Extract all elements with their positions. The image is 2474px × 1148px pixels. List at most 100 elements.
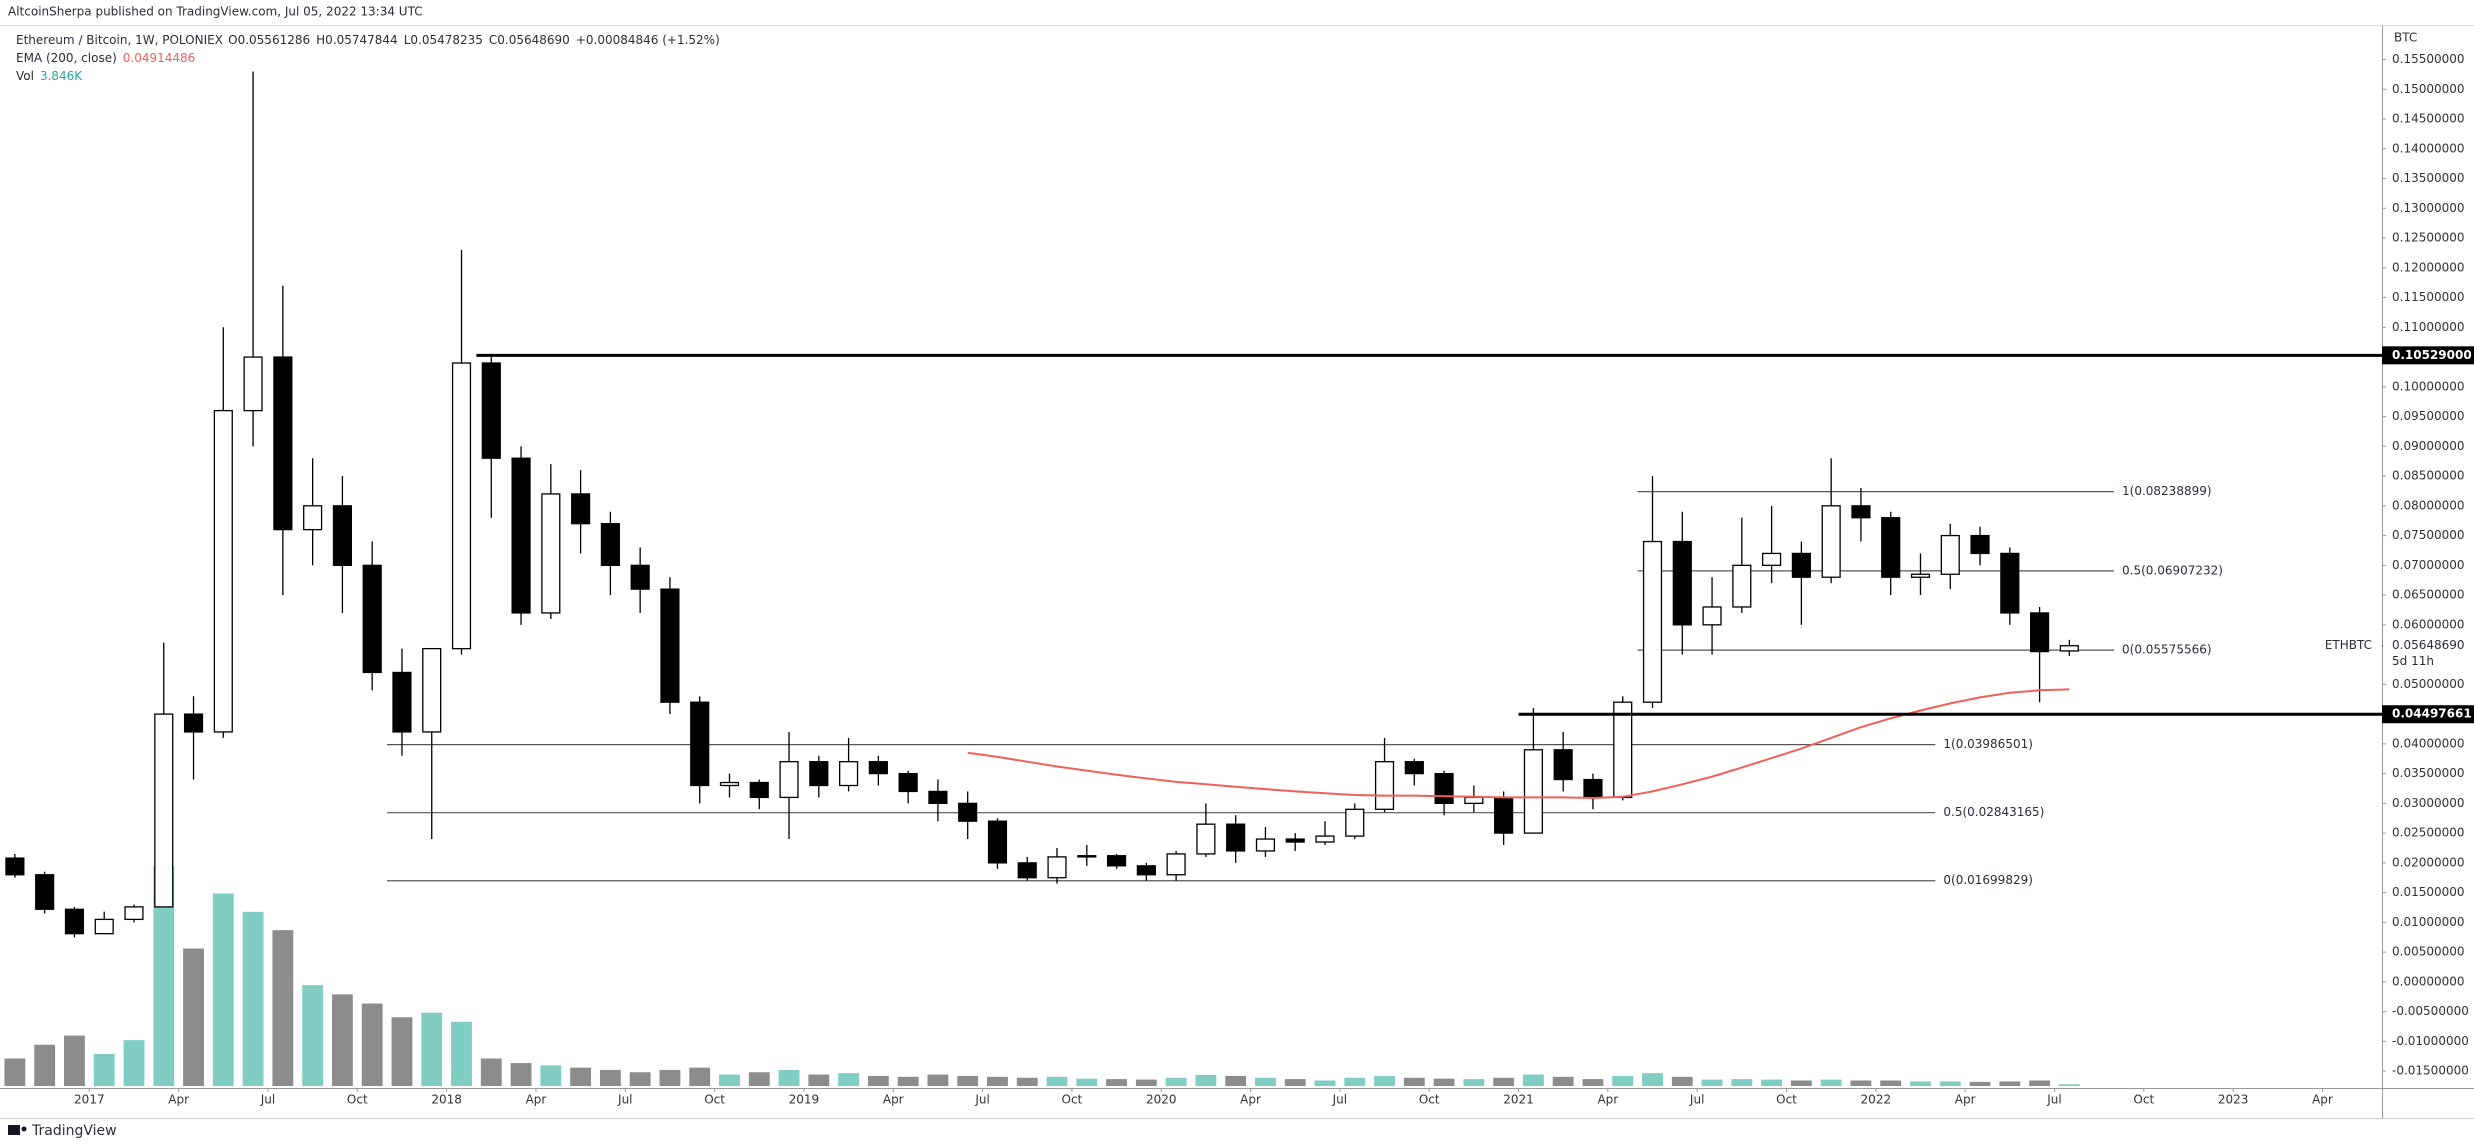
candle-body bbox=[1404, 761, 1424, 775]
volume-bar bbox=[1850, 1080, 1872, 1086]
symbol-legend: Ethereum / Bitcoin, 1W, POLONIEX O0.05561… bbox=[16, 33, 720, 47]
y-tick-label: -0.00500000 bbox=[2392, 1004, 2469, 1018]
y-tick-label: 0.06000000 bbox=[2392, 617, 2465, 631]
candle-body bbox=[273, 356, 293, 531]
volume-bar bbox=[1582, 1079, 1604, 1086]
volume-bar bbox=[2058, 1084, 2080, 1086]
volume-bar bbox=[599, 1069, 621, 1086]
y-tick-label: 0.13000000 bbox=[2392, 201, 2465, 215]
y-tick-label: 0.12500000 bbox=[2392, 231, 2465, 245]
volume-bar bbox=[1552, 1076, 1574, 1086]
volume-bar bbox=[331, 994, 353, 1086]
volume-bar bbox=[123, 1040, 145, 1086]
volume-bar bbox=[4, 1058, 26, 1086]
x-tick-label: Jul bbox=[2046, 1093, 2061, 1107]
candle-body bbox=[839, 761, 859, 787]
volume-bar bbox=[867, 1075, 889, 1086]
y-tick-label: 0.08500000 bbox=[2392, 469, 2465, 483]
volume-bar bbox=[778, 1069, 800, 1086]
volume-bar bbox=[1612, 1075, 1634, 1086]
y-tick-label: 0.12000000 bbox=[2392, 260, 2465, 274]
volume-bar bbox=[1284, 1079, 1306, 1086]
candle-body bbox=[422, 647, 442, 733]
y-tick-label: 0.09000000 bbox=[2392, 439, 2465, 453]
ema-legend: EMA (200, close) 0.04914486 bbox=[16, 51, 195, 65]
volume-bar bbox=[451, 1021, 472, 1086]
x-tick-label: Jul bbox=[1689, 1093, 1704, 1107]
volume-bar bbox=[391, 1017, 413, 1086]
ema-line bbox=[967, 688, 2070, 800]
volume-bar bbox=[1790, 1080, 1812, 1086]
volume-bar bbox=[897, 1076, 919, 1086]
low: L0.05478235 bbox=[404, 33, 483, 47]
volume-bar bbox=[1939, 1081, 1961, 1086]
candle-body bbox=[511, 457, 531, 614]
volume-bar bbox=[1165, 1077, 1187, 1086]
volume-bar bbox=[1642, 1073, 1663, 1086]
volume-bar bbox=[1969, 1081, 1991, 1086]
volume-bar bbox=[1046, 1076, 1068, 1086]
candle-body bbox=[1523, 749, 1543, 834]
volume-bar bbox=[927, 1074, 949, 1086]
candle-body bbox=[719, 781, 740, 787]
candle-body bbox=[1434, 772, 1454, 805]
x-tick-label: Apr bbox=[1955, 1093, 1976, 1107]
candle-body bbox=[183, 713, 204, 733]
candle-body bbox=[1494, 796, 1514, 834]
brand: TradingView bbox=[31, 1123, 117, 1139]
candle-body bbox=[392, 671, 412, 733]
y-tick-label: 0.09500000 bbox=[2392, 409, 2465, 423]
x-tick-label: Jul bbox=[617, 1093, 632, 1107]
y-tick-label: 0.07500000 bbox=[2392, 528, 2465, 542]
candle-body bbox=[1672, 540, 1692, 626]
x-tick-label: Jul bbox=[1332, 1093, 1347, 1107]
volume-bar bbox=[64, 1035, 85, 1086]
volume-bar bbox=[421, 1012, 443, 1086]
volume-bar bbox=[1076, 1078, 1098, 1086]
fib-label: 0.5(0.06907232) bbox=[2122, 563, 2223, 577]
candle-body bbox=[1821, 505, 1841, 578]
symbol-marker: ETHBTC bbox=[2325, 638, 2372, 652]
logo-dot bbox=[21, 1126, 27, 1132]
candle-body bbox=[1017, 862, 1037, 879]
volume-bar bbox=[183, 948, 204, 1086]
volume-bar bbox=[242, 911, 264, 1086]
volume-bar bbox=[93, 1053, 115, 1086]
candle-body bbox=[243, 356, 263, 412]
volume-bar bbox=[153, 866, 175, 1086]
plot-area: 1(0.03986501) 0.5(0.02843165) 0(0.01699829… bbox=[4, 71, 2223, 1086]
volume-bar bbox=[1731, 1079, 1753, 1086]
y-tick-label: 0.05000000 bbox=[2392, 677, 2465, 691]
volume-bar bbox=[1403, 1077, 1425, 1086]
open: O0.05561286 bbox=[228, 33, 310, 47]
level-box bbox=[2382, 346, 2474, 365]
y-tick-label: 0.15500000 bbox=[2392, 52, 2465, 66]
vol-value: 3.846K bbox=[40, 69, 83, 83]
x-tick-label: Oct bbox=[1062, 1093, 1083, 1107]
candle-body bbox=[1881, 517, 1901, 578]
candle-body bbox=[1315, 835, 1335, 843]
candle-body bbox=[94, 918, 114, 935]
candle-body bbox=[1166, 853, 1186, 876]
candle-body bbox=[987, 820, 1008, 864]
x-tick-label: 2018 bbox=[431, 1093, 462, 1107]
y-tick-label: 0.03000000 bbox=[2392, 796, 2465, 810]
change: +0.00084846 (+1.52%) bbox=[576, 33, 720, 47]
x-tick-label: Apr bbox=[526, 1093, 547, 1107]
candle-body bbox=[1077, 855, 1097, 858]
candle-body bbox=[1136, 865, 1156, 876]
y-tick-label: -0.01000000 bbox=[2392, 1034, 2469, 1048]
volume-bar bbox=[1016, 1077, 1038, 1086]
y-tick-label: 0.11500000 bbox=[2392, 290, 2465, 304]
candle-body bbox=[1642, 540, 1663, 703]
candle-body bbox=[660, 588, 680, 703]
price-label: 0.05648690 bbox=[2392, 638, 2465, 652]
volume-bar bbox=[1255, 1077, 1276, 1086]
y-tick-label: 0.13500000 bbox=[2392, 171, 2465, 185]
y-tick-label: 0.08000000 bbox=[2392, 498, 2465, 512]
candle-body bbox=[1613, 701, 1633, 799]
volume-bar bbox=[570, 1067, 592, 1086]
candle-body bbox=[928, 790, 948, 805]
